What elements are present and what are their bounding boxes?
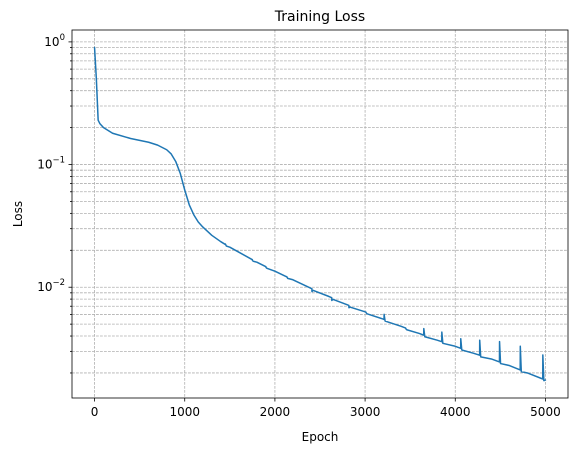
x-tick-label: 1000 [169,405,200,419]
series-layer [93,46,547,382]
x-tick-label: 5000 [530,405,561,419]
y-tick-label: 10−2 [37,278,65,294]
x-tick-label: 2000 [260,405,291,419]
y-tick-label: 100 [44,33,65,49]
x-axis-label: Epoch [302,430,339,444]
plot-frame [71,29,569,399]
x-tick-label: 0 [91,405,99,419]
x-tick-label: 3000 [350,405,381,419]
series-line-loss [93,46,547,382]
x-tick-label: 4000 [440,405,471,419]
chart-title: Training Loss [274,9,365,25]
grid [72,30,568,398]
y-tick-label: 10−1 [37,156,65,172]
y-axis-label: Loss [11,201,25,227]
axis-ticks: 0 1000 2000 3000 4000 5000 100 10−1 10−2 [37,33,561,419]
